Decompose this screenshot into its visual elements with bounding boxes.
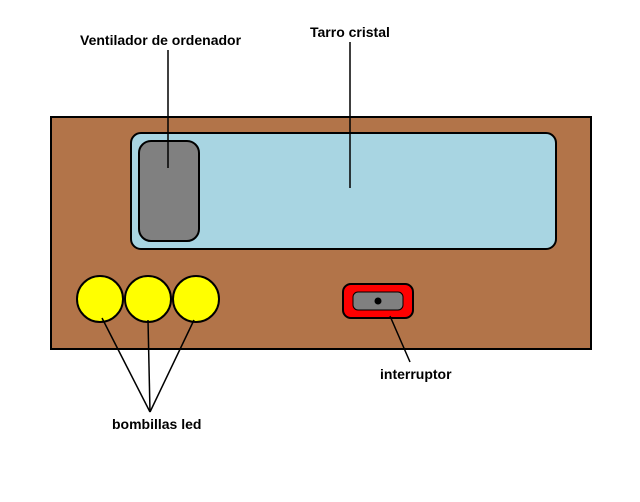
led-bulb-3 <box>173 276 219 322</box>
diagram-svg <box>0 0 640 502</box>
led-bulb-2 <box>125 276 171 322</box>
led-bulb-1 <box>77 276 123 322</box>
fan <box>139 141 199 241</box>
switch-dot <box>375 298 382 305</box>
